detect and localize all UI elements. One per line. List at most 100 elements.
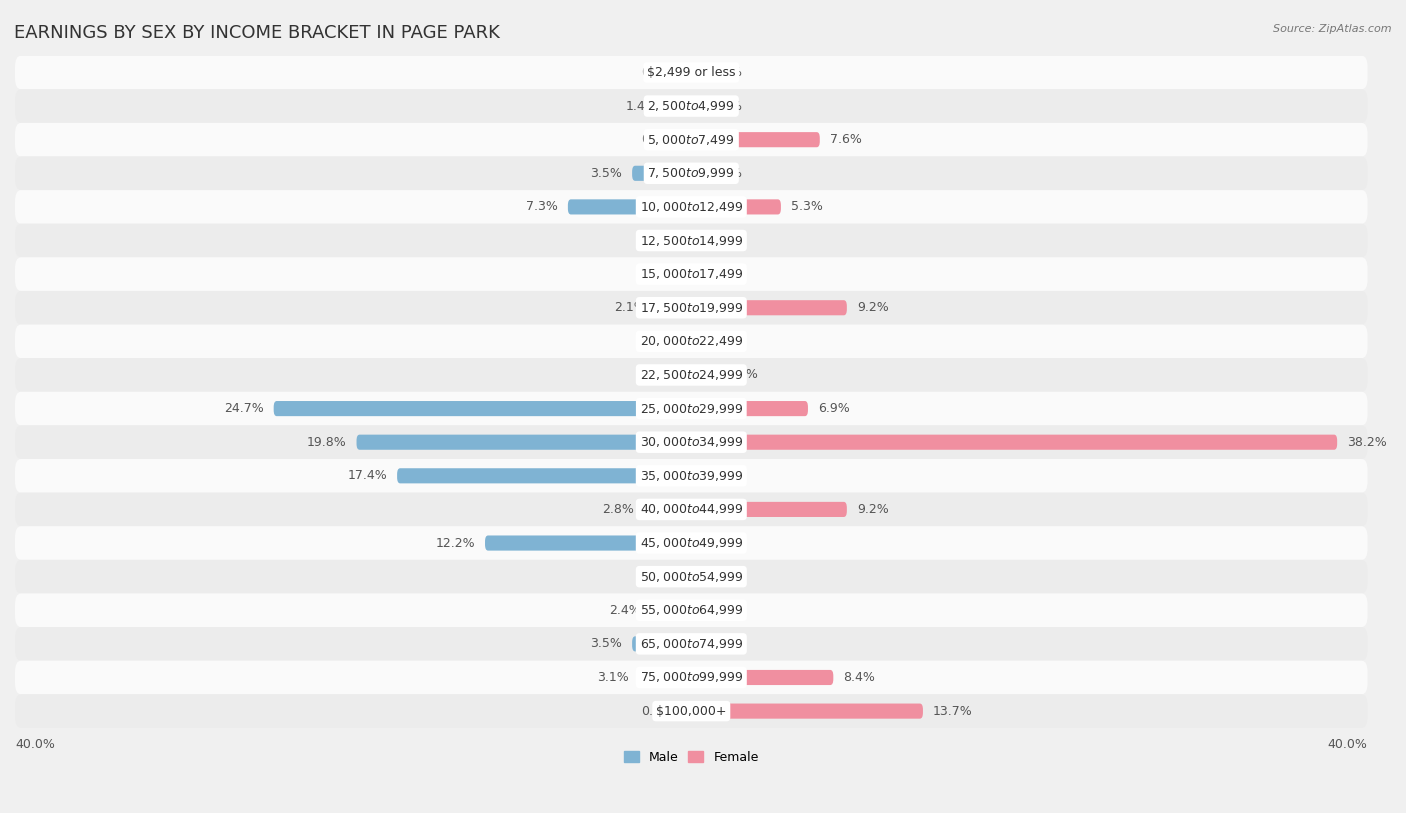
Text: $40,000 to $44,999: $40,000 to $44,999	[640, 502, 742, 516]
FancyBboxPatch shape	[15, 324, 1368, 359]
FancyBboxPatch shape	[692, 569, 700, 585]
Text: 0.0%: 0.0%	[710, 537, 742, 550]
Text: 0.0%: 0.0%	[710, 234, 742, 247]
Text: 40.0%: 40.0%	[15, 738, 55, 751]
Text: 2.1%: 2.1%	[614, 302, 645, 315]
FancyBboxPatch shape	[668, 98, 692, 114]
Text: 5.3%: 5.3%	[792, 201, 823, 213]
Text: $22,500 to $24,999: $22,500 to $24,999	[640, 368, 742, 382]
Text: 0.0%: 0.0%	[710, 469, 742, 482]
Text: 0.0%: 0.0%	[641, 133, 672, 146]
Text: $5,000 to $7,499: $5,000 to $7,499	[648, 133, 735, 146]
Text: 1.4%: 1.4%	[626, 99, 658, 112]
Text: 0.0%: 0.0%	[710, 335, 742, 348]
Text: $17,500 to $19,999: $17,500 to $19,999	[640, 301, 742, 315]
FancyBboxPatch shape	[15, 392, 1368, 425]
FancyBboxPatch shape	[692, 536, 700, 550]
Text: 0.0%: 0.0%	[641, 267, 672, 280]
FancyBboxPatch shape	[692, 401, 808, 416]
Text: 3.5%: 3.5%	[591, 637, 621, 650]
FancyBboxPatch shape	[692, 367, 717, 383]
FancyBboxPatch shape	[683, 267, 692, 281]
FancyBboxPatch shape	[683, 703, 692, 719]
Text: 0.0%: 0.0%	[641, 705, 672, 718]
FancyBboxPatch shape	[692, 334, 700, 349]
FancyBboxPatch shape	[485, 536, 692, 550]
FancyBboxPatch shape	[692, 435, 1337, 450]
Text: Source: ZipAtlas.com: Source: ZipAtlas.com	[1274, 24, 1392, 34]
Text: $20,000 to $22,499: $20,000 to $22,499	[640, 334, 742, 348]
Text: $50,000 to $54,999: $50,000 to $54,999	[640, 570, 742, 584]
Text: $2,499 or less: $2,499 or less	[647, 66, 735, 79]
Text: 0.0%: 0.0%	[710, 167, 742, 180]
FancyBboxPatch shape	[692, 267, 700, 281]
FancyBboxPatch shape	[683, 334, 692, 349]
FancyBboxPatch shape	[15, 694, 1368, 728]
Text: 0.0%: 0.0%	[641, 368, 672, 381]
Text: $75,000 to $99,999: $75,000 to $99,999	[640, 671, 742, 685]
Text: 38.2%: 38.2%	[1347, 436, 1388, 449]
FancyBboxPatch shape	[274, 401, 692, 416]
FancyBboxPatch shape	[692, 502, 846, 517]
Text: 24.7%: 24.7%	[224, 402, 263, 415]
Text: 1.5%: 1.5%	[727, 368, 759, 381]
FancyBboxPatch shape	[692, 468, 700, 484]
Legend: Male, Female: Male, Female	[619, 746, 763, 769]
FancyBboxPatch shape	[15, 224, 1368, 258]
FancyBboxPatch shape	[683, 65, 692, 80]
FancyBboxPatch shape	[633, 166, 692, 180]
FancyBboxPatch shape	[683, 233, 692, 248]
FancyBboxPatch shape	[638, 670, 692, 685]
FancyBboxPatch shape	[655, 300, 692, 315]
Text: 13.7%: 13.7%	[934, 705, 973, 718]
FancyBboxPatch shape	[683, 133, 692, 147]
Text: 19.8%: 19.8%	[307, 436, 346, 449]
Text: 3.1%: 3.1%	[598, 671, 628, 684]
FancyBboxPatch shape	[15, 560, 1368, 593]
FancyBboxPatch shape	[692, 133, 820, 147]
Text: $15,000 to $17,499: $15,000 to $17,499	[640, 267, 742, 281]
FancyBboxPatch shape	[15, 190, 1368, 224]
FancyBboxPatch shape	[15, 459, 1368, 493]
Text: 0.0%: 0.0%	[641, 570, 672, 583]
Text: 12.2%: 12.2%	[436, 537, 475, 550]
FancyBboxPatch shape	[357, 435, 692, 450]
FancyBboxPatch shape	[15, 661, 1368, 694]
FancyBboxPatch shape	[692, 199, 780, 215]
FancyBboxPatch shape	[692, 670, 834, 685]
Text: 2.4%: 2.4%	[609, 604, 641, 617]
Text: $10,000 to $12,499: $10,000 to $12,499	[640, 200, 742, 214]
Text: 9.2%: 9.2%	[858, 302, 889, 315]
FancyBboxPatch shape	[692, 98, 700, 114]
Text: 40.0%: 40.0%	[1327, 738, 1368, 751]
Text: 2.8%: 2.8%	[602, 503, 634, 516]
Text: 0.0%: 0.0%	[710, 604, 742, 617]
Text: 0.0%: 0.0%	[710, 99, 742, 112]
FancyBboxPatch shape	[15, 425, 1368, 459]
FancyBboxPatch shape	[15, 291, 1368, 324]
Text: $2,500 to $4,999: $2,500 to $4,999	[648, 99, 735, 113]
Text: 9.2%: 9.2%	[858, 503, 889, 516]
Text: 3.5%: 3.5%	[591, 167, 621, 180]
Text: $35,000 to $39,999: $35,000 to $39,999	[640, 469, 742, 483]
FancyBboxPatch shape	[692, 166, 700, 180]
Text: $25,000 to $29,999: $25,000 to $29,999	[640, 402, 742, 415]
FancyBboxPatch shape	[683, 569, 692, 585]
FancyBboxPatch shape	[396, 468, 692, 484]
Text: $30,000 to $34,999: $30,000 to $34,999	[640, 435, 742, 450]
Text: 0.0%: 0.0%	[710, 267, 742, 280]
FancyBboxPatch shape	[692, 233, 700, 248]
FancyBboxPatch shape	[644, 502, 692, 517]
Text: $55,000 to $64,999: $55,000 to $64,999	[640, 603, 742, 617]
FancyBboxPatch shape	[692, 300, 846, 315]
FancyBboxPatch shape	[692, 65, 700, 80]
FancyBboxPatch shape	[683, 367, 692, 383]
FancyBboxPatch shape	[692, 703, 922, 719]
Text: 17.4%: 17.4%	[347, 469, 387, 482]
FancyBboxPatch shape	[692, 602, 700, 618]
Text: 0.0%: 0.0%	[710, 66, 742, 79]
Text: EARNINGS BY SEX BY INCOME BRACKET IN PAGE PARK: EARNINGS BY SEX BY INCOME BRACKET IN PAG…	[14, 24, 501, 42]
Text: 0.0%: 0.0%	[710, 637, 742, 650]
FancyBboxPatch shape	[15, 627, 1368, 661]
Text: 0.0%: 0.0%	[710, 570, 742, 583]
